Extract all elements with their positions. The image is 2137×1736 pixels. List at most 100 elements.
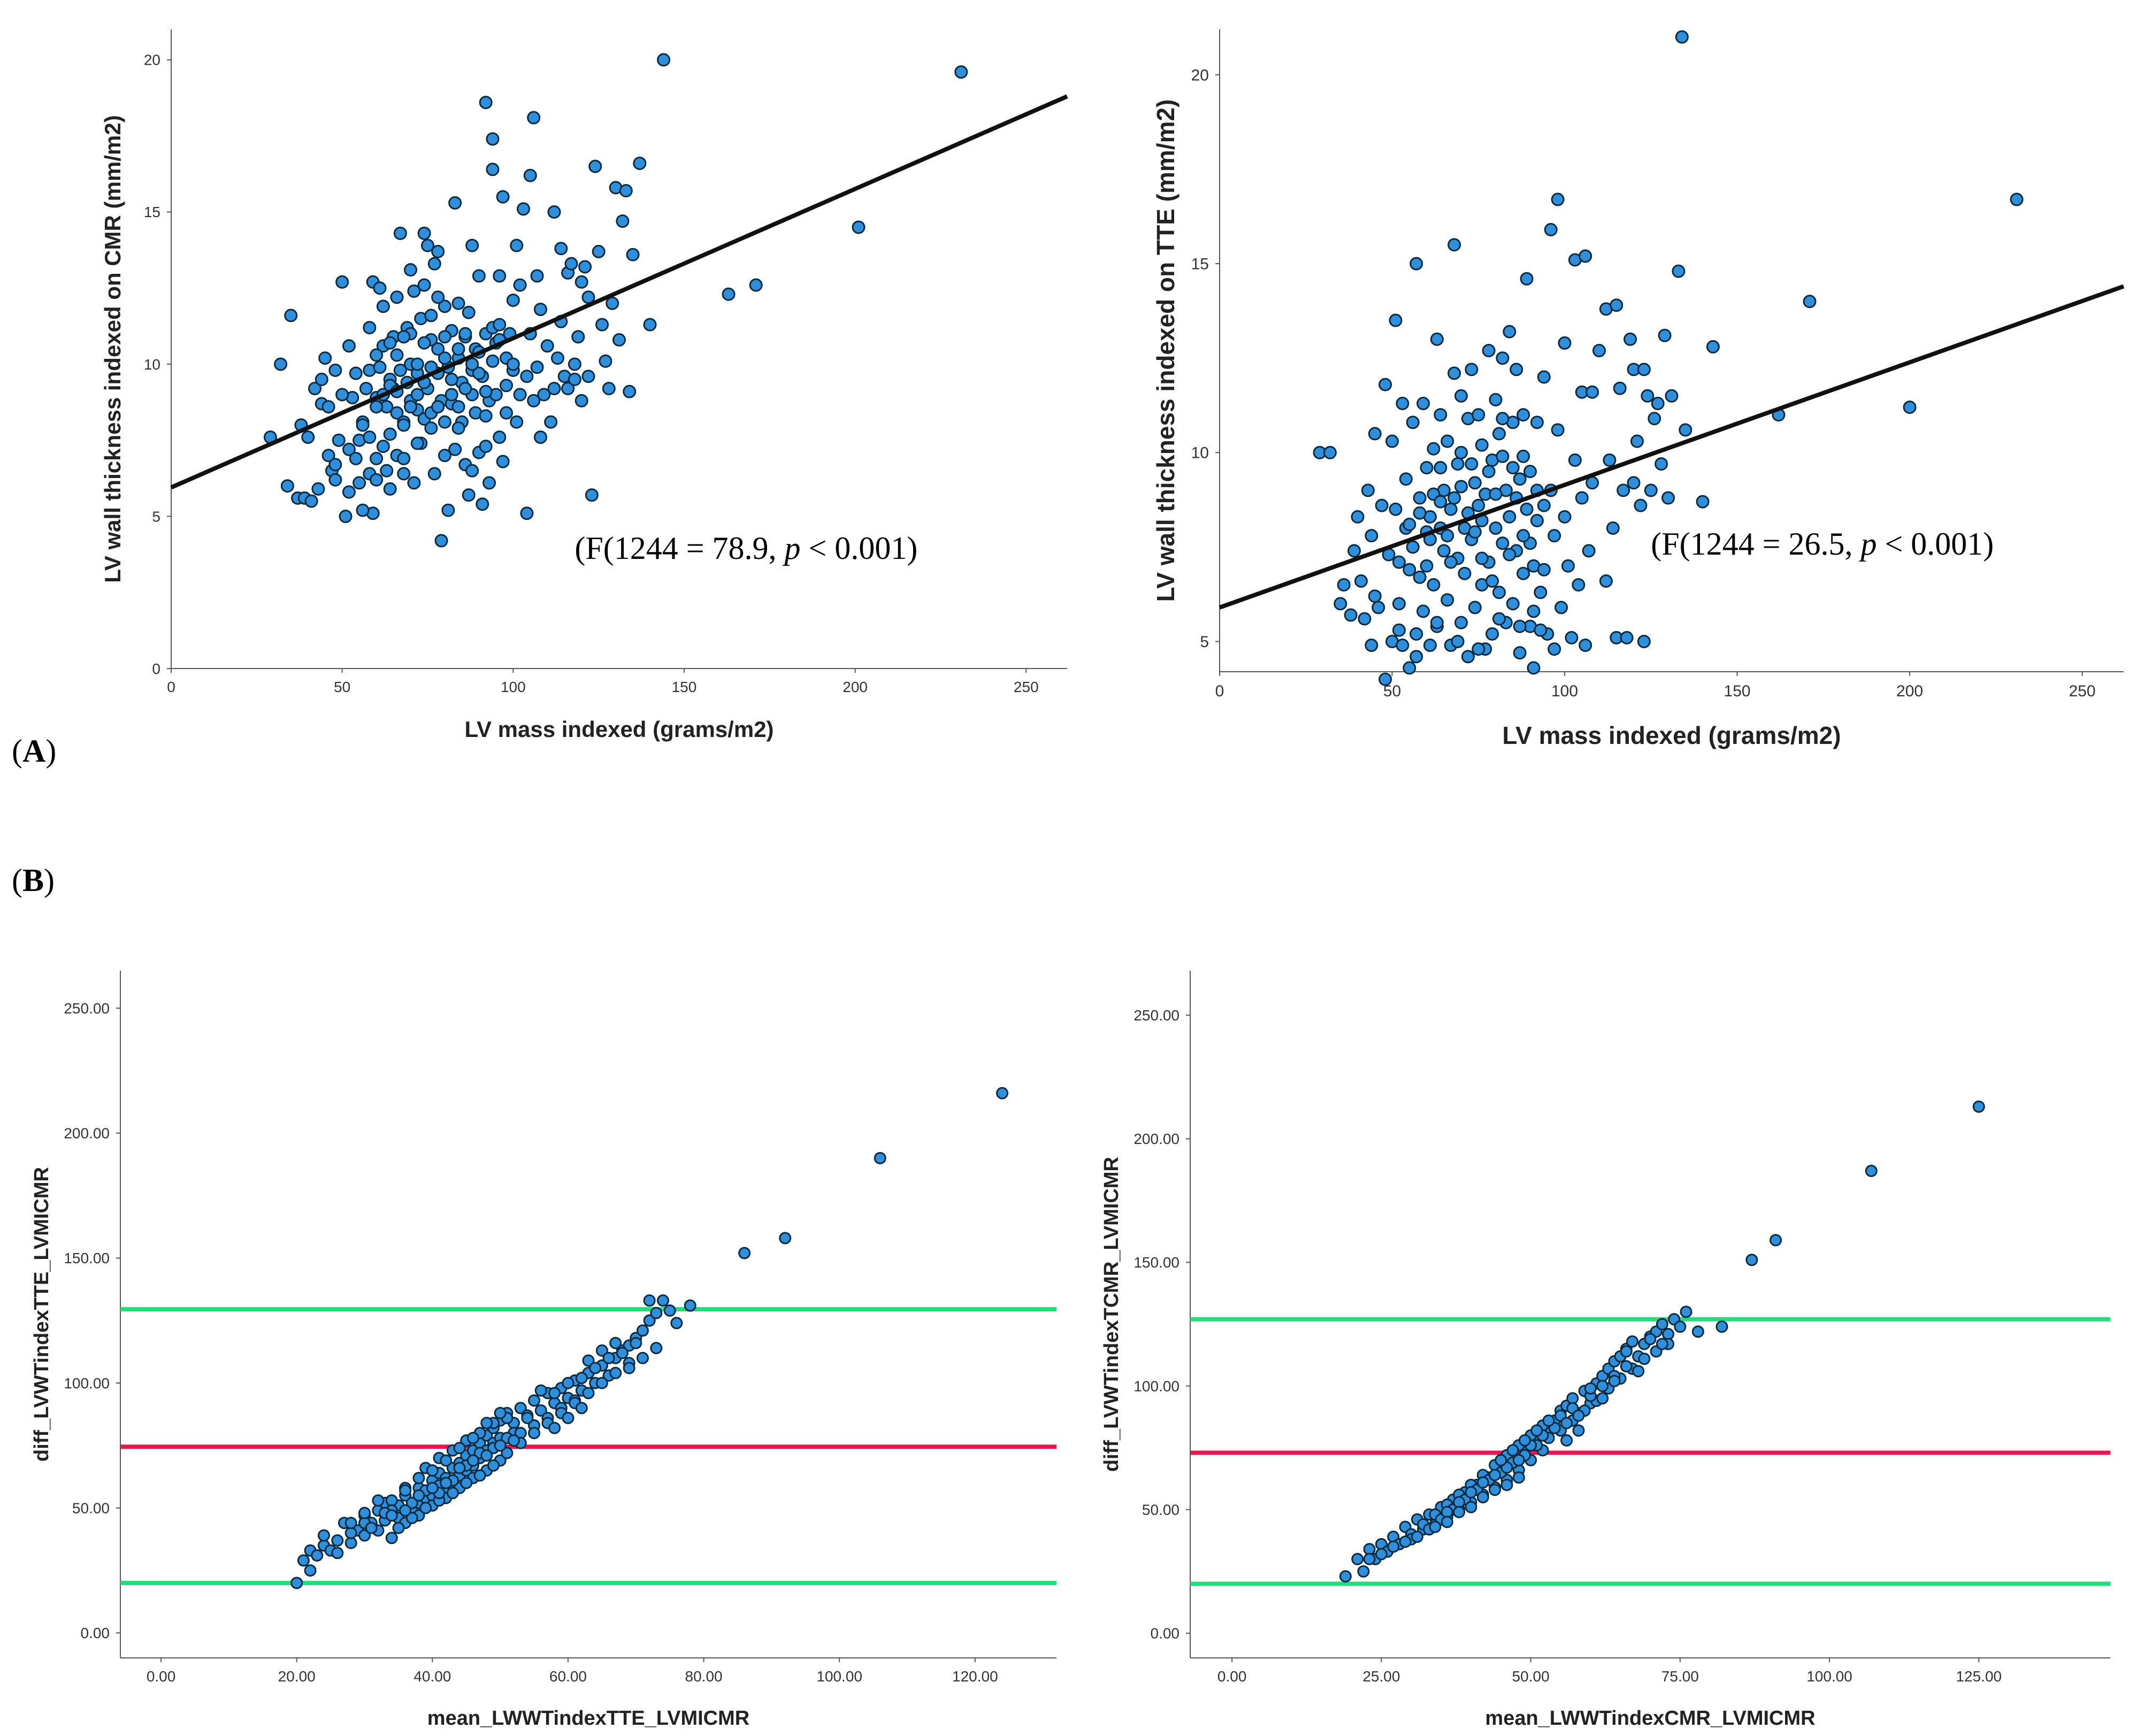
data-point: [1358, 612, 1372, 626]
data-point: [472, 269, 486, 283]
data-point: [954, 65, 968, 79]
data-point: [1637, 363, 1651, 377]
data-point: [458, 381, 472, 395]
data-point: [1679, 423, 1692, 437]
data-point: [1465, 363, 1479, 377]
data-point: [1560, 1434, 1573, 1447]
data-point: [581, 370, 595, 383]
data-point: [562, 1377, 575, 1389]
data-point: [1513, 619, 1527, 633]
y-tick-label: 0.00: [81, 1625, 110, 1641]
data-point: [1468, 476, 1482, 490]
data-point: [399, 1484, 412, 1497]
data-point: [473, 1469, 486, 1482]
data-point: [1610, 298, 1623, 312]
data-point: [1551, 193, 1565, 206]
data-point: [344, 1537, 357, 1549]
data-point: [308, 381, 322, 395]
x-tick-label: 50.00: [1512, 1668, 1550, 1685]
data-point: [1537, 498, 1551, 512]
data-point: [1361, 483, 1375, 497]
data-point: [412, 1472, 425, 1485]
data-point: [458, 327, 472, 341]
data-point: [2010, 193, 2024, 206]
data-point: [571, 330, 585, 344]
data-point: [516, 202, 530, 216]
data-point: [290, 1577, 303, 1589]
data-point: [476, 497, 489, 511]
data-point: [1365, 529, 1378, 543]
x-axis-title: LV mass indexed (grams/m2): [464, 717, 773, 742]
data-point: [431, 400, 445, 414]
data-point: [623, 1362, 635, 1374]
data-point: [1510, 363, 1523, 377]
data-point: [385, 1509, 398, 1522]
data-point: [1489, 487, 1503, 501]
data-point: [1396, 639, 1410, 652]
data-point: [630, 1336, 642, 1349]
data-point: [1542, 1414, 1555, 1427]
data-point: [1454, 616, 1468, 629]
data-point: [342, 485, 356, 499]
data-point: [1745, 1254, 1758, 1266]
data-point: [1658, 328, 1672, 342]
data-point: [446, 1487, 459, 1500]
data-point: [1506, 461, 1520, 475]
data-point: [1492, 612, 1506, 626]
data-point: [1403, 517, 1416, 531]
data-point: [609, 1336, 622, 1349]
data-point: [404, 263, 418, 277]
data-point: [399, 1504, 412, 1517]
data-point: [1585, 385, 1599, 399]
data-point: [1420, 461, 1434, 475]
data-point: [1575, 491, 1589, 505]
data-point: [1441, 593, 1454, 607]
data-point: [453, 1462, 466, 1474]
y-tick-label: 250.00: [1133, 1007, 1179, 1024]
data-point: [480, 1449, 493, 1462]
f-statistic-annotation: (F(1244 = 26.5, p < 0.001): [1651, 526, 1994, 562]
data-point: [494, 1439, 507, 1452]
data-point: [1441, 434, 1454, 448]
data-point: [1592, 344, 1606, 357]
x-tick-label: 0.00: [147, 1668, 176, 1685]
data-point: [1337, 578, 1351, 592]
y-tick-label: 5: [152, 508, 160, 525]
data-point: [852, 220, 865, 234]
data-point: [385, 1494, 398, 1507]
data-point: [493, 269, 507, 283]
data-point: [1503, 548, 1516, 562]
data-point: [383, 482, 397, 496]
data-point: [486, 163, 500, 176]
data-point: [1492, 586, 1506, 600]
data-point: [528, 1394, 541, 1407]
data-point: [506, 357, 520, 371]
x-tick-label: 100.00: [816, 1668, 862, 1685]
data-point: [304, 1564, 317, 1577]
data-point: [1489, 1484, 1502, 1496]
data-point: [1620, 1345, 1633, 1358]
data-point: [1375, 1548, 1388, 1561]
data-point: [424, 309, 438, 322]
data-point: [1423, 639, 1437, 652]
data-point: [1506, 597, 1520, 611]
data-point: [344, 1517, 357, 1530]
y-tick-label: 0.00: [1151, 1625, 1180, 1642]
x-tick-label: 150: [1724, 682, 1751, 700]
data-point: [568, 357, 581, 371]
data-point: [670, 1317, 683, 1330]
data-point: [650, 1307, 663, 1319]
data-point: [602, 381, 616, 395]
x-axis-title: mean_LWWTindexCMR_LVMICMR: [1485, 1707, 1815, 1730]
data-point: [496, 455, 510, 468]
data-point: [599, 354, 612, 368]
x-tick-label: 100: [501, 679, 526, 695]
data-point: [1537, 563, 1551, 577]
data-point: [321, 400, 335, 414]
data-point: [1672, 264, 1686, 278]
data-point: [636, 1351, 649, 1364]
x-tick-label: 200: [842, 679, 868, 695]
data-point: [1584, 1382, 1597, 1395]
data-point: [349, 366, 363, 380]
